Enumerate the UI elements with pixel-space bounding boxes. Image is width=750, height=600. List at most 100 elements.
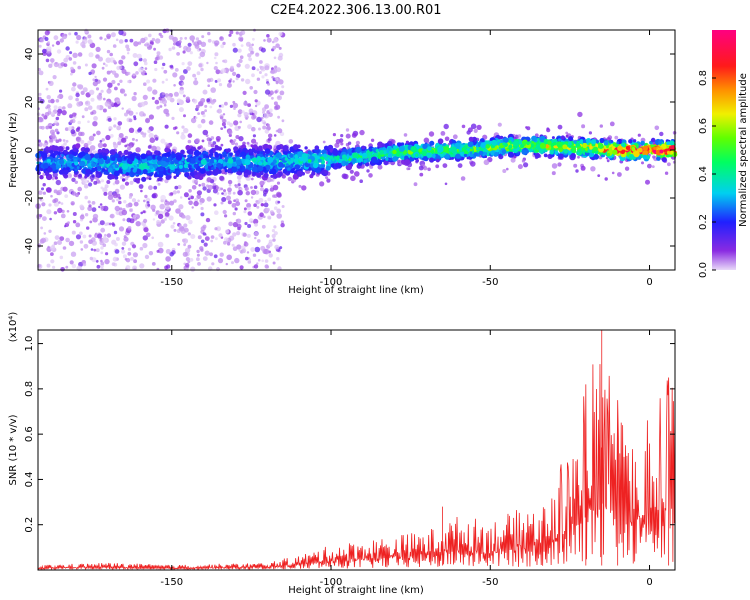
heatmap-cell	[49, 145, 53, 149]
heatmap-cell	[221, 118, 226, 123]
heatmap-cell	[244, 159, 251, 166]
heatmap-cell	[261, 75, 265, 79]
heatmap-cell	[87, 105, 93, 110]
heatmap-cell	[267, 215, 272, 220]
heatmap-cell	[55, 139, 60, 143]
heatmap-cell	[599, 124, 603, 128]
heatmap-cell	[580, 165, 586, 171]
heatmap-cell	[157, 178, 161, 182]
heatmap-cell	[658, 140, 663, 145]
heatmap-cell	[231, 166, 238, 173]
heatmap-cell	[169, 164, 176, 171]
heatmap-cell	[233, 146, 239, 152]
heatmap-cell	[170, 64, 174, 68]
heatmap-cell	[60, 202, 64, 205]
heatmap-cell	[72, 220, 77, 224]
heatmap-cell	[77, 186, 82, 192]
heatmap-cell	[209, 158, 215, 164]
heatmap-cell	[50, 133, 56, 140]
heatmap-cell	[74, 192, 80, 198]
heatmap-cell	[345, 133, 351, 139]
heatmap-cell	[250, 247, 256, 252]
heatmap-cell	[53, 61, 59, 68]
heatmap-cell	[498, 154, 502, 158]
heatmap-cell	[87, 140, 92, 146]
heatmap-cell	[47, 167, 53, 173]
y-tick-label: 0	[24, 147, 35, 153]
heatmap-cell	[124, 39, 128, 43]
heatmap-cell	[91, 63, 97, 69]
heatmap-cell	[250, 50, 254, 55]
heatmap-cell	[437, 146, 444, 153]
heatmap-cell	[263, 248, 270, 255]
heatmap-cell	[344, 161, 349, 166]
heatmap-cell	[264, 89, 271, 95]
heatmap-cell	[213, 254, 218, 259]
heatmap-cell	[52, 265, 56, 269]
heatmap-cell	[230, 65, 234, 70]
heatmap-cell	[274, 77, 279, 81]
heatmap-cell	[355, 146, 362, 154]
heatmap-cell	[92, 78, 96, 82]
heatmap-cell	[271, 96, 274, 100]
heatmap-cell	[255, 142, 258, 145]
heatmap-cell	[121, 249, 126, 254]
heatmap-cell	[215, 237, 218, 241]
heatmap-cell	[225, 262, 228, 266]
heatmap-cell	[317, 158, 322, 163]
heatmap-cell	[180, 149, 185, 155]
heatmap-cell	[284, 157, 289, 161]
heatmap-cell	[224, 156, 229, 161]
heatmap-cell	[398, 145, 405, 152]
heatmap-cell	[220, 44, 225, 49]
heatmap-cell	[218, 104, 222, 108]
heatmap-cell	[223, 125, 227, 129]
heatmap-cell	[129, 145, 132, 149]
heatmap-cell	[142, 210, 146, 214]
heatmap-cell	[129, 218, 135, 224]
heatmap-cell	[111, 156, 116, 161]
heatmap-cell	[148, 251, 154, 256]
heatmap-cell	[585, 147, 588, 151]
heatmap-cell	[115, 38, 119, 42]
heatmap-cell	[248, 57, 253, 62]
heatmap-cell	[250, 196, 254, 199]
heatmap-cell	[191, 185, 197, 190]
heatmap-cell	[253, 203, 257, 207]
heatmap-cell	[58, 138, 62, 142]
heatmap-cell	[251, 138, 257, 144]
heatmap-cell	[230, 140, 236, 145]
heatmap-cell	[176, 190, 180, 194]
heatmap-cell	[107, 117, 112, 122]
heatmap-cell	[106, 171, 110, 175]
heatmap-cell	[264, 104, 269, 109]
heatmap-cell	[217, 146, 222, 151]
heatmap-cell	[133, 41, 139, 47]
heatmap-cell	[557, 124, 563, 130]
heatmap-cell	[135, 112, 138, 115]
heatmap-cell	[187, 61, 193, 66]
heatmap-cell	[264, 129, 269, 134]
heatmap-cell	[76, 166, 80, 169]
heatmap-cell	[143, 227, 149, 233]
heatmap-cell	[210, 100, 215, 105]
heatmap-cell	[47, 245, 50, 249]
heatmap-cell	[319, 181, 325, 187]
heatmap-cell	[200, 212, 205, 217]
heatmap-cell	[130, 257, 134, 261]
heatmap-cell	[114, 153, 119, 158]
heatmap-cell	[160, 138, 166, 144]
heatmap-cell	[127, 80, 131, 84]
heatmap-cell	[149, 165, 154, 170]
heatmap-cell	[268, 253, 273, 258]
heatmap-cell	[264, 148, 271, 155]
heatmap-cell	[277, 200, 281, 204]
heatmap-cell	[206, 78, 211, 83]
heatmap-cell	[100, 261, 105, 266]
heatmap-cell	[112, 256, 118, 262]
heatmap-cell	[368, 173, 373, 178]
heatmap-cell	[257, 258, 261, 262]
heatmap-cell	[506, 167, 509, 171]
heatmap-cell	[53, 241, 58, 245]
heatmap-cell	[168, 47, 172, 52]
